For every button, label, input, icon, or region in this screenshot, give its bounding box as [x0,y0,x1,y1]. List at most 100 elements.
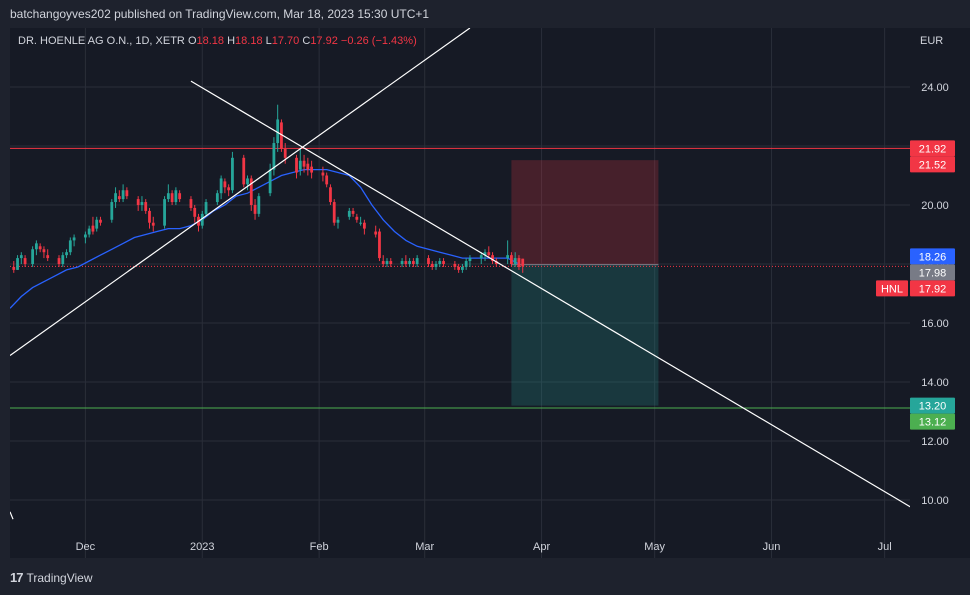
plot-layer [10,28,934,558]
trend-line[interactable] [10,511,14,520]
candle-body [434,264,438,267]
candle-body [166,193,170,200]
price-label-text: 13.20 [919,401,947,413]
price-label: 21.92 [910,140,955,157]
price-label-text: 17.98 [919,267,947,279]
brand-name: TradingView [26,570,93,585]
high-value: 18.18 [235,35,263,47]
candle-body [283,148,287,158]
x-tick-label: Mar [415,541,434,553]
candle-body [151,222,155,226]
candle [204,199,208,217]
candle-body [389,261,393,264]
x-tick-label: 2023 [190,541,214,553]
candle [347,207,351,220]
candle [272,137,276,176]
candle-body [87,228,91,235]
symbol-tag-text: HNL [881,283,903,295]
price-label: 17.92 HNL [876,280,955,297]
candle [140,196,144,211]
candle [332,199,336,226]
publisher-line: batchangoyves202 published on TradingVie… [10,7,430,21]
price-label-text: 18.26 [919,251,947,263]
price-label-bg [910,280,955,297]
candle [359,216,363,226]
candle [442,258,445,267]
candle [389,258,393,267]
candle-body [468,258,472,262]
candle-body [246,178,249,185]
low-label: L [265,35,272,47]
candle-body [381,261,385,264]
candle [355,213,359,223]
currency-label[interactable]: EUR [920,35,944,47]
candle [453,261,457,270]
close-label: C [302,35,311,47]
candle-body [42,249,46,253]
candle [163,196,166,229]
close-value: 17.92 [310,35,338,47]
y-tick-label: 16.00 [921,318,949,330]
candle-body [257,196,261,214]
candle-body [427,258,430,264]
candle [72,234,76,247]
candle [298,148,302,176]
take-profit-zone[interactable] [511,264,659,406]
candle [434,261,438,270]
tradingview-brand[interactable]: 17 TradingView [10,570,93,585]
candle [517,255,521,270]
open-value: 18.18 [196,35,225,47]
candle-body [121,190,125,200]
trend-line[interactable] [10,28,471,356]
candle-body [204,202,208,214]
candle-body [411,261,415,264]
candle-body [400,261,404,264]
candle [378,228,381,262]
stop-loss-zone[interactable] [511,160,659,265]
candle [242,154,246,188]
candle [249,175,253,211]
candle-body [517,258,521,267]
candle-body [521,258,525,267]
candle-body [359,222,363,224]
y-tick-label: 14.00 [921,377,949,389]
candle-body [200,213,204,226]
x-tick-label: Apr [533,541,550,553]
open-label: O [187,35,197,47]
candle [438,258,442,267]
candle [23,255,27,267]
moving-average-line[interactable] [10,168,520,309]
candle-body [136,199,140,205]
candle [42,246,46,259]
candle [385,258,389,267]
candle-body [227,187,231,191]
trend-line[interactable] [190,80,934,521]
price-label: 18.26 [910,248,955,265]
candle-body [38,246,42,250]
candle [174,187,178,205]
candle [381,255,385,267]
candle-body [170,193,174,203]
candle-body [276,119,280,144]
y-tick-label: 20.00 [921,200,949,212]
price-label-text: 17.92 [919,283,947,295]
candle [125,187,129,200]
candle [321,166,325,182]
price-label-bg [910,413,955,430]
candle-body [430,264,434,267]
candle [457,264,461,273]
candle [61,252,65,267]
candle [487,246,491,259]
candle-body [385,261,389,264]
price-label: 13.12 [910,413,955,430]
candle [197,213,200,232]
candle-body [362,222,366,229]
chart-area[interactable] [10,28,910,558]
candle-body [464,261,468,267]
price-label-bg [910,397,955,414]
candle-body [19,255,23,259]
candle [84,231,87,244]
candle-body [12,266,16,270]
candle [31,246,35,267]
candle [351,207,355,217]
